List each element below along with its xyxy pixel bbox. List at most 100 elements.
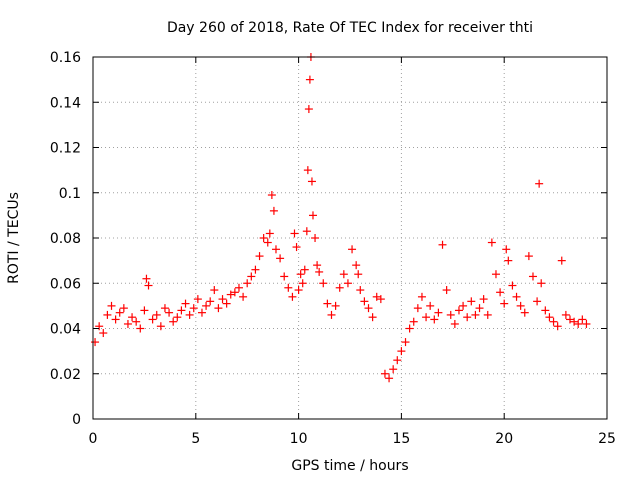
data-point [230, 288, 239, 297]
data-point [582, 319, 591, 328]
data-point [327, 310, 336, 319]
data-point [95, 322, 104, 331]
data-point [487, 238, 496, 247]
data-point [376, 295, 385, 304]
data-point [214, 304, 223, 313]
data-point [516, 301, 525, 310]
data-point [140, 306, 149, 315]
data-point [422, 313, 431, 322]
data-point [142, 274, 151, 283]
x-tick-label: 10 [290, 431, 308, 447]
data-point [502, 245, 511, 254]
data-points [91, 53, 591, 383]
data-point [438, 240, 447, 249]
data-point [459, 301, 468, 310]
data-point [454, 306, 463, 315]
data-point [533, 297, 542, 306]
data-point [315, 267, 324, 276]
data-point [276, 254, 285, 263]
x-axis-label: GPS time / hours [291, 458, 408, 474]
data-point [99, 329, 108, 338]
data-point [545, 313, 554, 322]
data-point [335, 283, 344, 292]
data-point [156, 322, 165, 331]
data-point [512, 292, 521, 301]
data-point [132, 317, 141, 326]
data-point [296, 270, 305, 279]
data-point [380, 369, 389, 378]
y-tick-label: 0 [72, 412, 81, 428]
data-point [520, 308, 529, 317]
data-point [348, 245, 357, 254]
data-point [91, 338, 100, 347]
data-point [189, 304, 198, 313]
data-point [202, 301, 211, 310]
data-point [401, 338, 410, 347]
data-point [323, 299, 332, 308]
data-point [537, 279, 546, 288]
data-point [267, 191, 276, 200]
data-point [442, 286, 451, 295]
data-point [218, 295, 227, 304]
data-point [397, 347, 406, 356]
data-point [483, 310, 492, 319]
data-point [165, 308, 174, 317]
data-point [300, 265, 309, 274]
data-point [107, 301, 116, 310]
data-point [354, 270, 363, 279]
y-tick-label: 0.14 [50, 95, 81, 111]
data-point [288, 292, 297, 301]
data-point [356, 286, 365, 295]
data-point [360, 297, 369, 306]
x-tick-label: 15 [392, 431, 410, 447]
data-point [243, 279, 252, 288]
data-point [339, 270, 348, 279]
data-point [405, 324, 414, 333]
data-point [549, 317, 558, 326]
data-point [160, 304, 169, 313]
data-point [496, 288, 505, 297]
data-point [561, 310, 570, 319]
data-point [426, 301, 435, 310]
data-point [524, 252, 533, 261]
data-point [169, 317, 178, 326]
x-tick-label: 5 [191, 431, 200, 447]
data-point [434, 308, 443, 317]
data-point [313, 261, 322, 270]
data-point [311, 234, 320, 242]
y-tick-label: 0.04 [50, 322, 81, 338]
data-point [185, 310, 194, 319]
data-point [364, 304, 373, 313]
data-point [352, 261, 361, 270]
data-point [173, 313, 182, 322]
data-point [290, 229, 299, 238]
data-point [305, 75, 314, 84]
data-point [385, 374, 394, 383]
data-point [553, 322, 562, 331]
y-tick-label: 0.12 [50, 141, 81, 157]
data-point [302, 227, 311, 236]
chart-title: Day 260 of 2018, Rate Of TEC Index for r… [167, 20, 533, 36]
data-point [463, 313, 472, 322]
data-point [234, 283, 243, 292]
data-point [251, 265, 260, 274]
data-point [319, 279, 328, 288]
data-point [255, 252, 264, 261]
plot-frame [92, 56, 608, 420]
data-point [177, 306, 186, 315]
data-point [331, 301, 340, 310]
data-point [263, 238, 272, 247]
data-point [557, 256, 566, 265]
data-point [136, 324, 145, 333]
data-point [152, 310, 161, 319]
data-point [430, 315, 439, 324]
data-point [479, 295, 488, 304]
data-point [294, 286, 303, 295]
data-point [504, 256, 513, 265]
data-point [308, 211, 317, 220]
data-point [148, 315, 157, 324]
data-point [450, 319, 459, 328]
data-point [222, 299, 231, 308]
data-point [269, 206, 278, 215]
